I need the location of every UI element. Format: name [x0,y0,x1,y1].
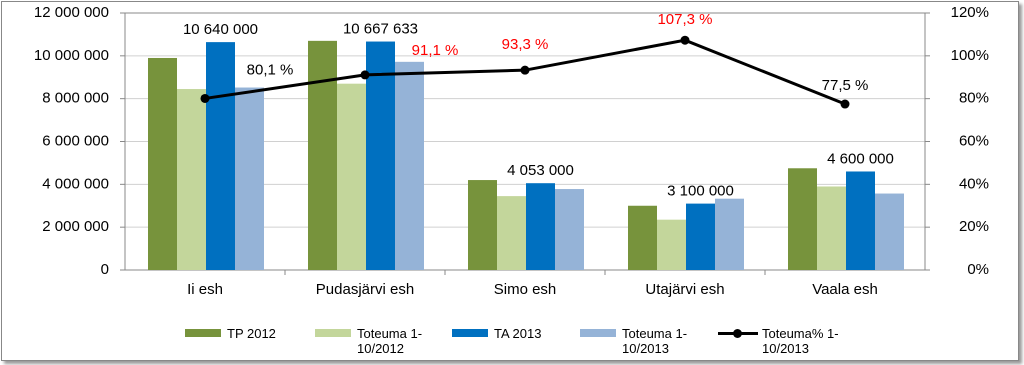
bar [686,203,715,270]
y2-tick-label: 40% [959,175,989,192]
bar-value-label: 3 100 000 [667,183,734,200]
y2-tick-label: 0% [967,261,989,278]
y2-tick-label: 20% [959,218,989,235]
bar [235,87,264,270]
line-value-label: 77,5 % [822,77,869,94]
x-tick-label: Pudasjärvi esh [316,281,414,298]
x-tick-label: Ii esh [187,281,223,298]
y-tick-label: 4 000 000 [42,175,109,192]
y2-tick-label: 100% [951,47,989,64]
bar [206,42,235,271]
y-tick-label: 8 000 000 [42,90,109,107]
bar-value-label: 4 053 000 [507,162,574,179]
bar [715,198,744,270]
legend-swatch [315,329,351,337]
line-value-label: 93,3 % [502,36,549,53]
bar [308,40,337,270]
bar [555,189,584,270]
legend-swatch [452,329,488,337]
legend-swatch [718,326,758,340]
legend-label: Toteuma% 1-10/2013 [762,326,839,356]
legend-item: Toteuma 1-10/2012 [315,326,437,356]
line-value-label: 91,1 % [412,42,459,59]
y2-tick-label: 120% [951,4,989,21]
legend-label: Toteuma 1-10/2013 [622,326,688,356]
bar [846,171,875,270]
line-point [520,65,530,75]
line-point [680,35,690,45]
line-value-label: 107,3 % [657,11,712,28]
y2-tick-label: 60% [959,132,989,149]
bar [526,183,555,270]
y-tick-label: 12 000 000 [34,4,109,21]
line-point [840,99,850,109]
legend-swatch [185,329,221,337]
bar [497,196,526,270]
bar [657,219,686,270]
bar-value-label: 4 600 000 [827,150,894,167]
bar [628,205,657,270]
chart: 0 2 000 000 4 000 000 6 000 000 8 000 000 10 … [34,4,989,298]
legend-label: TA 2013 [494,326,542,341]
bar [875,193,904,270]
bar [177,89,206,270]
legend-label: TP 2012 [227,326,276,341]
y-tick-label: 0 [101,261,109,278]
bar [395,61,424,270]
legend-item: Toteuma% 1-10/2013 [718,326,842,356]
bar [337,83,366,270]
bar [148,57,177,270]
legend-item: Toteuma 1-10/2013 [580,326,702,356]
y2-tick-label: 80% [959,90,989,107]
bar [468,180,497,270]
bar-value-label: 10 640 000 [183,21,258,38]
legend-swatch [580,329,616,337]
bar [817,186,846,270]
y-tick-label: 2 000 000 [42,218,109,235]
legend-item: TA 2013 [452,326,584,341]
line-point [360,70,370,80]
line-point [200,93,210,103]
bar [366,41,395,271]
x-tick-label: Utajärvi esh [645,281,724,298]
legend: TP 2012 Toteuma 1-10/2012 TA 2013 Toteuma 1… [0,326,1024,362]
y-tick-label: 6 000 000 [42,132,109,149]
legend-item: TP 2012 [185,326,317,341]
bar-value-label: 10 667 633 [343,21,418,38]
legend-label: Toteuma 1-10/2012 [357,326,423,356]
x-tick-label: Vaala esh [812,281,878,298]
bar [788,168,817,270]
x-tick-label: Simo esh [494,281,557,298]
line-value-label: 80,1 % [247,61,294,78]
y-tick-label: 10 000 000 [34,47,109,64]
